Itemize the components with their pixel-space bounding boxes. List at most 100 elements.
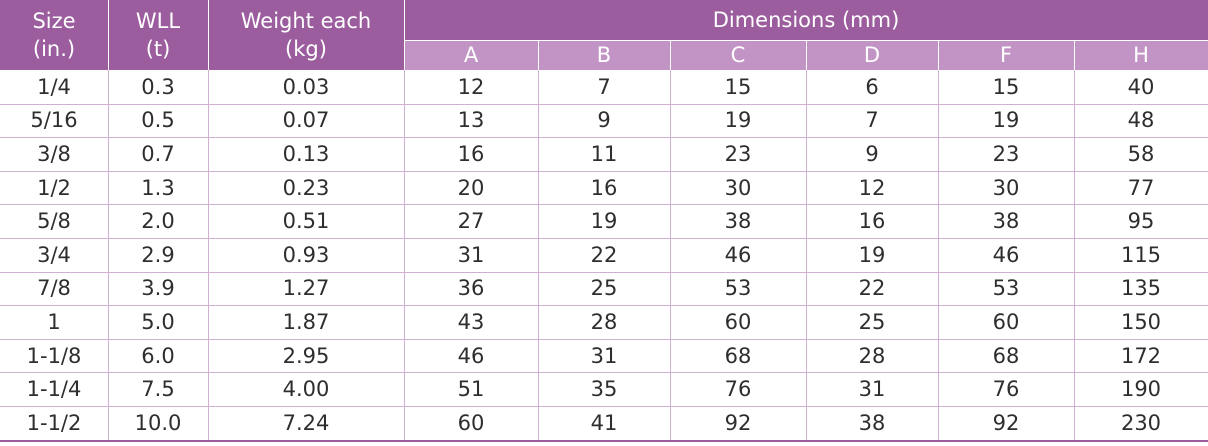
table-cell: 2.95 — [282, 343, 330, 368]
table-cell: 23 — [724, 141, 752, 166]
table-cell: 1/2 — [37, 175, 71, 200]
table-cell: 0.03 — [282, 74, 330, 99]
row-divider — [0, 238, 1208, 239]
table-cell: 60 — [457, 410, 485, 435]
table-cell: 41 — [590, 410, 618, 435]
header-line: Weight each — [240, 9, 372, 33]
row-divider — [0, 338, 1208, 340]
subheader-cell: H — [1133, 43, 1149, 67]
table-cell: 22 — [590, 242, 618, 267]
header-cell: Size (in.) — [0, 0, 108, 70]
table-cell: 2.0 — [141, 209, 175, 234]
table-cell: 16 — [457, 141, 485, 166]
table-cell: 5/16 — [30, 108, 78, 133]
table-cell: 6.0 — [141, 343, 175, 368]
table-cell: 46 — [457, 343, 485, 368]
table-cell: 31 — [457, 242, 485, 267]
table-cell: 5/8 — [37, 209, 71, 234]
table-cell: 53 — [992, 276, 1020, 301]
subheader-cell: C — [730, 43, 746, 67]
column-divider — [208, 70, 209, 440]
table-cell: 0.07 — [282, 108, 330, 133]
header-divider — [108, 0, 109, 70]
table-cell: 16 — [858, 209, 886, 234]
header-line: (t) — [145, 37, 171, 61]
table-cell: 230 — [1120, 410, 1162, 435]
column-divider — [108, 70, 109, 440]
table-cell: 150 — [1120, 309, 1162, 334]
column-divider — [538, 70, 539, 440]
table-cell: 115 — [1120, 242, 1162, 267]
row-divider — [0, 204, 1208, 206]
table-cell: 23 — [992, 141, 1020, 166]
table-cell: 25 — [858, 309, 886, 334]
table-cell: 7.24 — [282, 410, 330, 435]
table-cell: 68 — [724, 343, 752, 368]
table-cell: 95 — [1127, 209, 1155, 234]
table-cell: 25 — [590, 276, 618, 301]
table-cell: 1.3 — [141, 175, 175, 200]
header-divider — [806, 40, 807, 70]
table-cell: 38 — [992, 209, 1020, 234]
row-divider — [0, 305, 1208, 307]
header-cell: WLL (t) — [108, 0, 208, 70]
table-cell: 1.87 — [282, 309, 330, 334]
table-cell: 1/4 — [37, 74, 71, 99]
table-cell: 31 — [590, 343, 618, 368]
table-cell: 60 — [992, 309, 1020, 334]
table-cell: 19 — [858, 242, 886, 267]
subheader-cell: F — [999, 43, 1013, 67]
header-line: (in.) — [32, 37, 76, 61]
header-divider — [404, 0, 405, 70]
table-cell: 0.5 — [141, 108, 175, 133]
table-cell: 7/8 — [37, 276, 71, 301]
table-cell: 5.0 — [141, 309, 175, 334]
row-divider — [0, 406, 1208, 407]
table-cell: 9 — [597, 108, 611, 133]
row-divider — [0, 103, 1208, 105]
table-cell: 0.3 — [141, 74, 175, 99]
table-cell: 28 — [858, 343, 886, 368]
header-divider — [938, 40, 939, 70]
table-cell: 36 — [457, 276, 485, 301]
table-cell: 43 — [457, 309, 485, 334]
table-cell: 38 — [724, 209, 752, 234]
subheader-cell: A — [463, 43, 479, 67]
table-cell: 22 — [858, 276, 886, 301]
table-cell: 68 — [992, 343, 1020, 368]
row-divider — [0, 271, 1208, 273]
table-cell: 19 — [724, 108, 752, 133]
table-cell: 19 — [590, 209, 618, 234]
table-cell: 12 — [858, 175, 886, 200]
table-cell: 0.51 — [282, 209, 330, 234]
table-cell: 76 — [724, 377, 752, 402]
table-cell: 27 — [457, 209, 485, 234]
header-line: Size — [32, 9, 76, 33]
table-cell: 10.0 — [134, 410, 182, 435]
table-cell: 9 — [865, 141, 879, 166]
table-cell: 53 — [724, 276, 752, 301]
table-cell: 51 — [457, 377, 485, 402]
table-cell: 46 — [724, 242, 752, 267]
column-divider — [670, 70, 671, 440]
table-cell: 7 — [597, 74, 611, 99]
subheader-cell: D — [863, 43, 881, 67]
table-cell: 16 — [590, 175, 618, 200]
header-divider — [404, 40, 1208, 41]
table-cell: 30 — [992, 175, 1020, 200]
table-cell: 0.7 — [141, 141, 175, 166]
header-divider — [208, 0, 209, 70]
header-divider — [670, 40, 671, 70]
row-divider — [0, 170, 1208, 172]
group-header: Dimensions (mm) — [712, 8, 900, 32]
table-cell: 190 — [1120, 377, 1162, 402]
table-cell: 60 — [724, 309, 752, 334]
table-cell: 15 — [992, 74, 1020, 99]
column-divider — [1074, 70, 1075, 440]
row-divider — [0, 137, 1208, 139]
table-cell: 1-1/8 — [26, 343, 82, 368]
table-cell: 0.23 — [282, 175, 330, 200]
header-line: WLL — [135, 9, 181, 33]
header-divider — [1074, 40, 1075, 70]
